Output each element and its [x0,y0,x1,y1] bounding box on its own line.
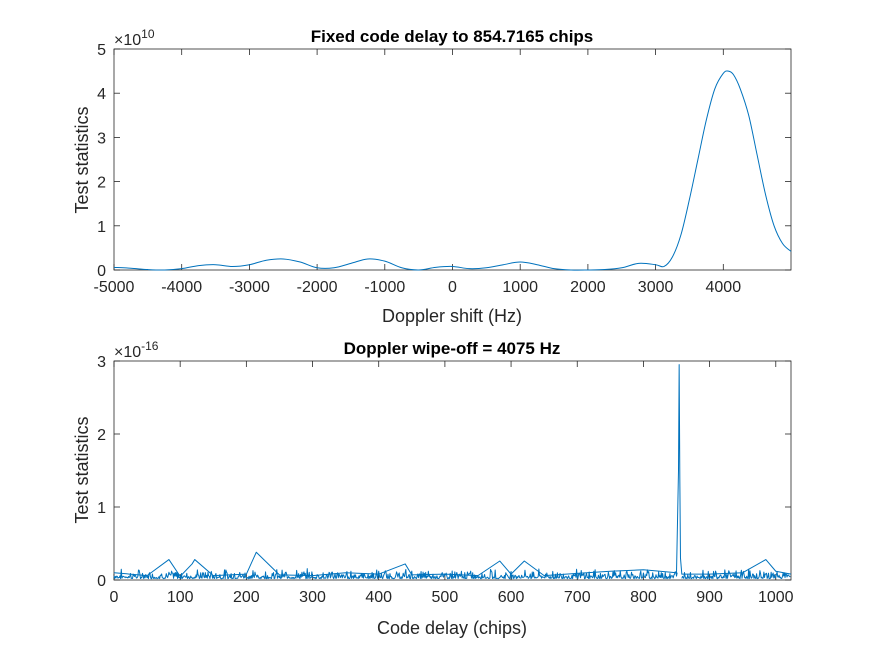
x-tick-label: 3000 [638,279,674,296]
x-tick-label: 200 [233,589,260,606]
y-tick-label: 0 [97,263,106,280]
chart-title-top: Fixed code delay to 854.7165 chips [311,27,594,46]
x-tick-label: 500 [432,589,459,606]
y-tick-label: 2 [97,427,106,444]
x-tick-label: -3000 [229,279,270,296]
x-tick-label: -1000 [364,279,405,296]
y-tick-label: 0 [97,573,106,590]
y-tick-label: 5 [97,42,106,59]
data-series-noise [113,568,791,580]
x-tick-label: 2000 [570,279,606,296]
x-axis-label-top: Doppler shift (Hz) [382,306,522,326]
subplot-code-delay: Doppler wipe-off = 4075 Hz ×10-16 Code d… [72,339,794,638]
x-tick-label: -5000 [94,279,135,296]
y-tick-label: 1 [97,500,106,517]
x-tick-label: 700 [564,589,591,606]
chart-title-bottom: Doppler wipe-off = 4075 Hz [344,339,561,358]
data-series-line [113,70,792,271]
y-axis-label-bottom: Test statistics [72,416,92,523]
y-tick-label: 2 [97,175,106,192]
x-tick-label: 400 [365,589,392,606]
y-axis-label-top: Test statistics [72,106,92,213]
y-tick-label: 4 [97,86,106,103]
x-tick-label: -2000 [297,279,338,296]
x-tick-label: -4000 [161,279,202,296]
y-tick-label: 3 [97,354,106,371]
ticks-top: -5000 -4000 -3000 -2000 -1000 0 1000 2000 3000 40… [94,42,791,296]
axes-box-top [113,48,792,271]
x-tick-label: 1000 [758,589,794,606]
y-tick-label: 1 [97,219,106,236]
ticks-bottom: 0 100 200 300 400 500 600 700 800 900 1000 0 1 2 3 [97,354,794,606]
axes-box-bottom [113,360,792,581]
x-axis-label-bottom: Code delay (chips) [377,618,527,638]
x-tick-label: 0 [110,589,119,606]
x-tick-label: 1000 [502,279,538,296]
y-exponent-top: ×1010 [114,27,155,49]
x-tick-label: 300 [299,589,326,606]
data-series-line [113,364,792,577]
x-tick-label: 100 [167,589,194,606]
y-exponent-bottom: ×10-16 [114,339,159,361]
y-tick-label: 3 [97,130,106,147]
x-tick-label: 0 [448,279,457,296]
x-tick-label: 4000 [706,279,742,296]
x-tick-label: 900 [696,589,723,606]
x-tick-label: 800 [630,589,657,606]
subplot-doppler-shift: Fixed code delay to 854.7165 chips ×1010… [72,27,792,326]
x-tick-label: 600 [498,589,525,606]
